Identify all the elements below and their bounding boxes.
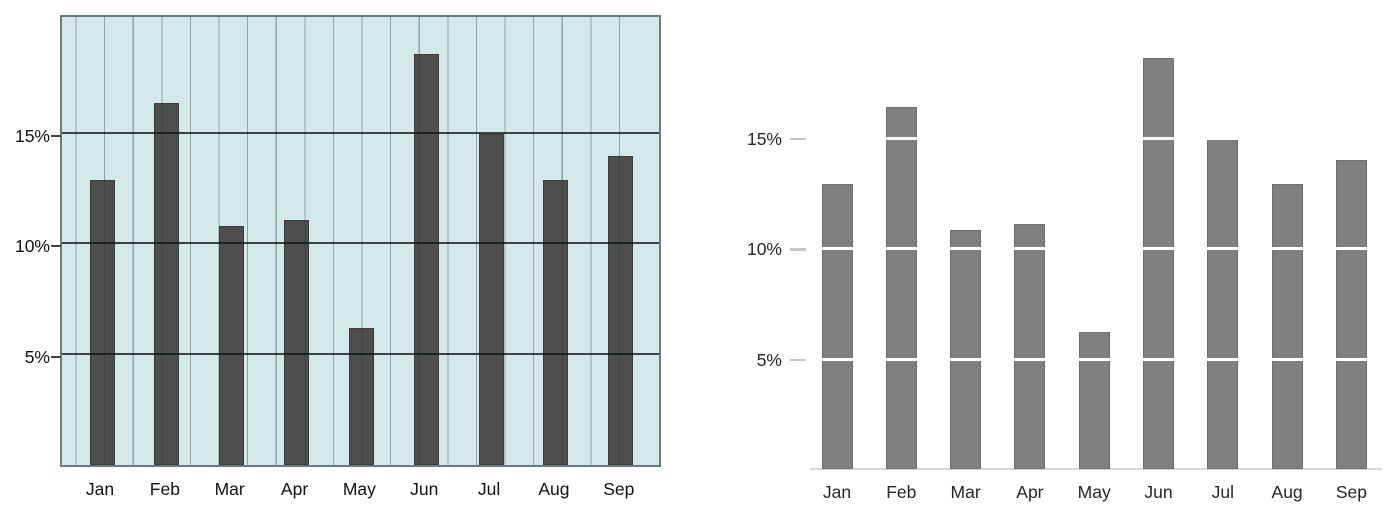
x-tick-label-feb: Feb xyxy=(149,479,180,499)
y-axis-tick-5 xyxy=(790,358,806,361)
white-gridline-5 xyxy=(810,357,1382,361)
y-axis-tick-15 xyxy=(790,137,806,140)
x-tick-label-apr: Apr xyxy=(1016,482,1044,502)
bar-mar xyxy=(219,226,245,465)
y-tick-label-15: 15% xyxy=(746,128,782,149)
x-tick-label-jun: Jun xyxy=(410,479,439,499)
bar-jul xyxy=(478,133,504,465)
bar-feb xyxy=(154,102,180,465)
white-gridline-10 xyxy=(810,247,1382,250)
bar-aug xyxy=(543,179,569,465)
y-tick-label-15: 15% xyxy=(14,125,50,146)
y-tick-label-10: 10% xyxy=(746,239,782,259)
bar-may xyxy=(1078,331,1110,469)
x-tick-label-mar: Mar xyxy=(950,482,981,502)
bar-apr xyxy=(284,219,310,465)
bar-jun xyxy=(1143,57,1174,469)
x-tick-label-mar: Mar xyxy=(214,479,245,499)
y-tick-label-5: 5% xyxy=(24,346,50,367)
x-tick-label-aug: Aug xyxy=(538,479,570,499)
x-tick-label-sep: Sep xyxy=(603,479,635,499)
x-axis-baseline xyxy=(810,468,1382,470)
bar-aug xyxy=(1271,183,1303,469)
y-tick-label-5: 5% xyxy=(756,349,782,370)
bar-may xyxy=(348,327,374,465)
bar-jul xyxy=(1207,137,1239,469)
x-tick-label-jul: Jul xyxy=(477,479,501,499)
bar-apr xyxy=(1014,223,1046,469)
plot-area xyxy=(810,15,1382,470)
x-tick-label-aug: Aug xyxy=(1271,482,1303,502)
y-axis-tick-15 xyxy=(51,134,61,137)
y-axis-tick-10 xyxy=(790,248,806,251)
x-tick-label-jun: Jun xyxy=(1144,482,1173,502)
x-tick-label-sep: Sep xyxy=(1335,482,1367,502)
bar-jan xyxy=(89,179,115,465)
bar-jan xyxy=(821,183,853,469)
x-tick-label-feb: Feb xyxy=(886,482,917,502)
y-tick-label-10: 10% xyxy=(14,236,50,256)
x-tick-label-jan: Jan xyxy=(822,482,852,502)
x-tick-label-jan: Jan xyxy=(85,479,115,499)
x-tick-label-may: May xyxy=(342,479,376,499)
bar-sep xyxy=(1335,159,1367,469)
x-tick-label-apr: Apr xyxy=(280,479,309,499)
bar-sep xyxy=(608,155,634,465)
x-tick-label-jul: Jul xyxy=(1211,482,1234,502)
y-axis-tick-10 xyxy=(51,245,61,247)
y-axis-tick-5 xyxy=(51,355,61,358)
bar-feb xyxy=(885,106,917,469)
white-gridline-15 xyxy=(810,136,1382,140)
bar-jun xyxy=(413,53,439,465)
x-tick-label-may: May xyxy=(1077,482,1111,502)
bar-mar xyxy=(950,230,982,469)
